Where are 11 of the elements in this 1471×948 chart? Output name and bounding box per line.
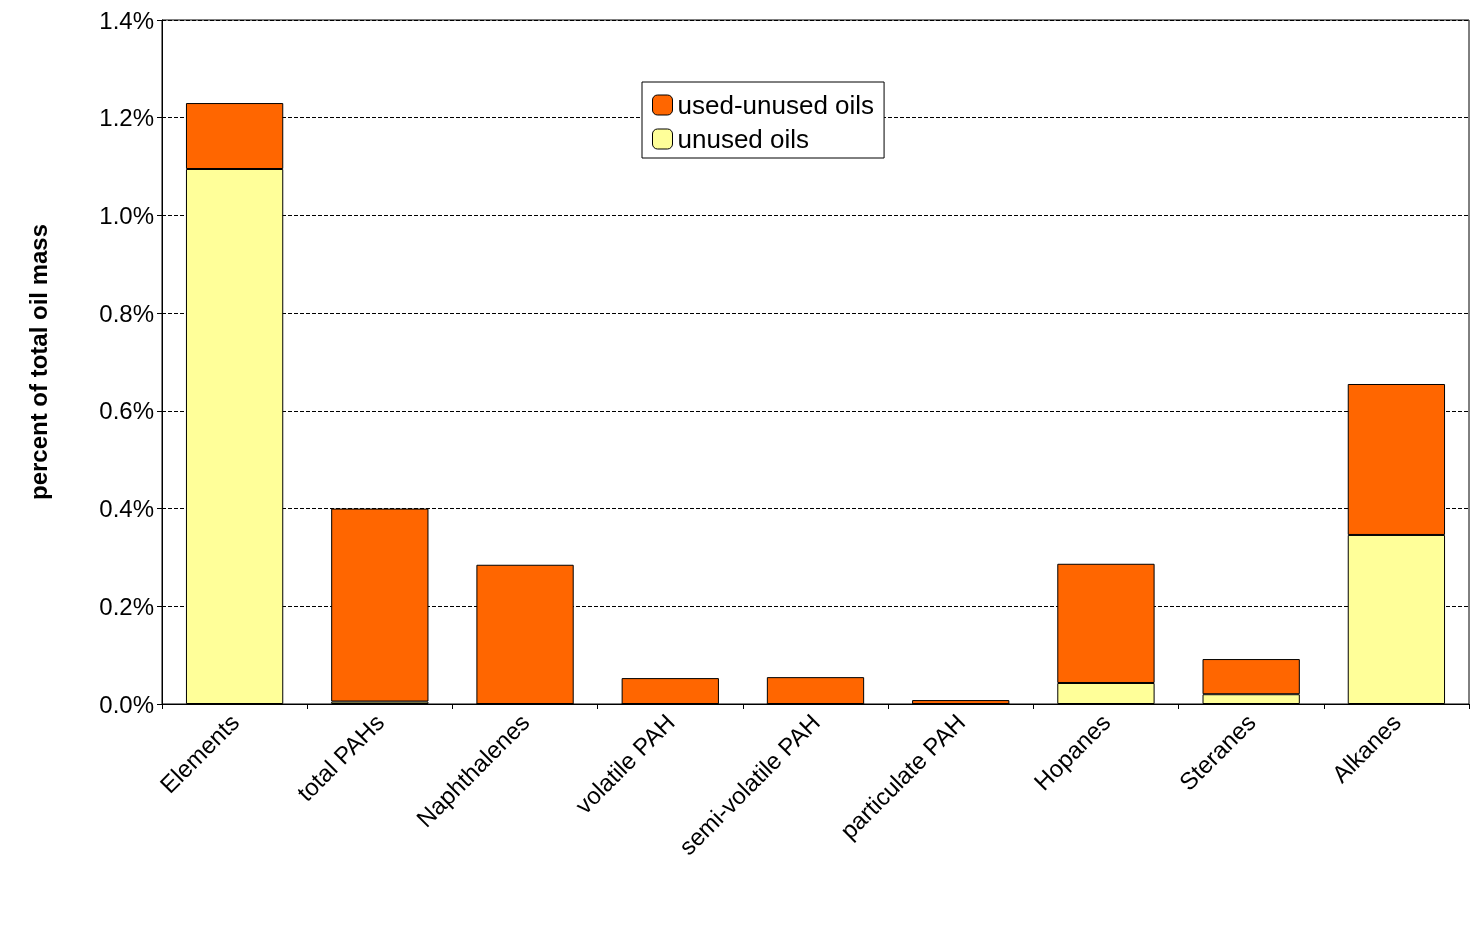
y-tick-label: 1.4% xyxy=(99,6,154,34)
y-tick-label: 0.8% xyxy=(99,299,154,327)
y-tick-label: 1.2% xyxy=(99,104,154,132)
y-axis-title: percent of total oil mass xyxy=(24,223,52,501)
y-tick-label: 0.0% xyxy=(99,690,154,718)
y-tick-label: 0.6% xyxy=(99,397,154,425)
y-tick-label: 1.0% xyxy=(99,201,154,229)
legend-label: used-unused oils xyxy=(677,90,875,120)
y-tick-label: 0.4% xyxy=(99,495,154,523)
legend-label: unused oils xyxy=(677,124,810,154)
y-tick-label: 0.2% xyxy=(99,592,154,620)
